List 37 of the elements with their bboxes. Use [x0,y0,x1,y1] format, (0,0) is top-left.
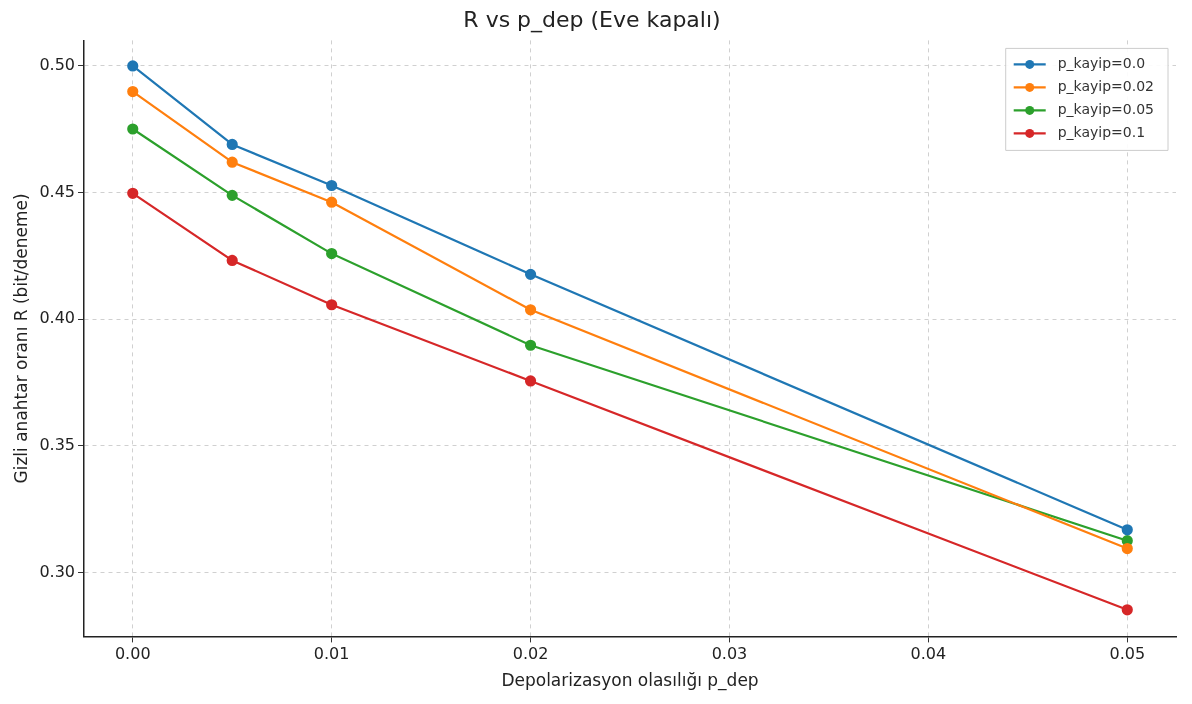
point [524,268,537,280]
point [524,339,537,351]
y-axis-title: Gizli anahtar oranı R (bit/deneme) [10,193,31,484]
x-axis-title: Depolarizasyon olasılığı p_dep [501,670,759,692]
point [326,247,338,260]
legend-label: p_kayip=0.0 [1057,55,1146,72]
point [1121,524,1133,536]
point [326,196,338,208]
point [127,187,139,199]
y-tick-label: 0.45 [39,181,76,201]
point [524,375,537,387]
legend-label: p_kayip=0.05 [1057,101,1155,118]
y-tick-label: 0.35 [39,434,76,454]
point [127,85,139,98]
x-tick-label: 0.04 [910,644,947,664]
y-tick-label: 0.30 [39,561,76,581]
legend-label: p_kayip=0.1 [1057,124,1146,141]
point [226,189,238,201]
point [524,304,537,316]
point [127,60,139,72]
x-tick-label: 0.03 [711,644,748,664]
point [226,254,238,267]
point [226,138,238,151]
point [1121,604,1133,616]
point [326,299,338,311]
x-tick-label: 0.00 [114,644,151,664]
x-tick-label: 0.02 [512,644,549,664]
y-tick-label: 0.40 [39,308,76,328]
point [127,123,139,135]
x-tick-label: 0.05 [1109,644,1146,664]
point [226,156,238,168]
point [1121,542,1133,555]
point [326,179,338,192]
x-tick-label: 0.01 [313,644,350,664]
y-tick-label: 0.50 [39,55,76,75]
legend-label: p_kayip=0.02 [1057,78,1155,95]
chart-title: R vs p_dep (Eve kapalı) [463,6,721,33]
